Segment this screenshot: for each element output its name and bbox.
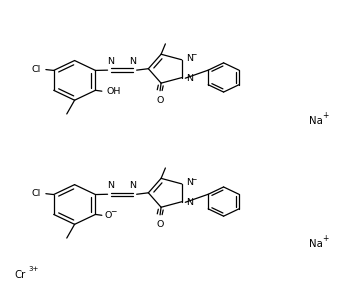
Text: N: N xyxy=(108,181,115,190)
Text: −: − xyxy=(190,175,197,184)
Text: O: O xyxy=(156,96,164,105)
Text: N: N xyxy=(130,57,136,66)
Text: O: O xyxy=(105,210,112,220)
Text: Cr: Cr xyxy=(14,270,25,280)
Text: N: N xyxy=(186,198,193,207)
Text: +: + xyxy=(322,111,329,120)
Text: N: N xyxy=(186,178,193,187)
Text: 3+: 3+ xyxy=(29,266,39,272)
Text: Cl: Cl xyxy=(31,189,41,198)
Text: N: N xyxy=(108,57,115,66)
Text: OH: OH xyxy=(106,87,121,96)
Text: N: N xyxy=(186,54,193,63)
Text: −: − xyxy=(190,51,197,60)
Text: +: + xyxy=(322,234,329,243)
Text: −: − xyxy=(110,207,117,216)
Text: O: O xyxy=(156,220,164,229)
Text: Na: Na xyxy=(309,239,323,249)
Text: N: N xyxy=(130,181,136,190)
Text: Na: Na xyxy=(309,116,323,126)
Text: N: N xyxy=(186,74,193,83)
Text: Cl: Cl xyxy=(31,65,41,74)
